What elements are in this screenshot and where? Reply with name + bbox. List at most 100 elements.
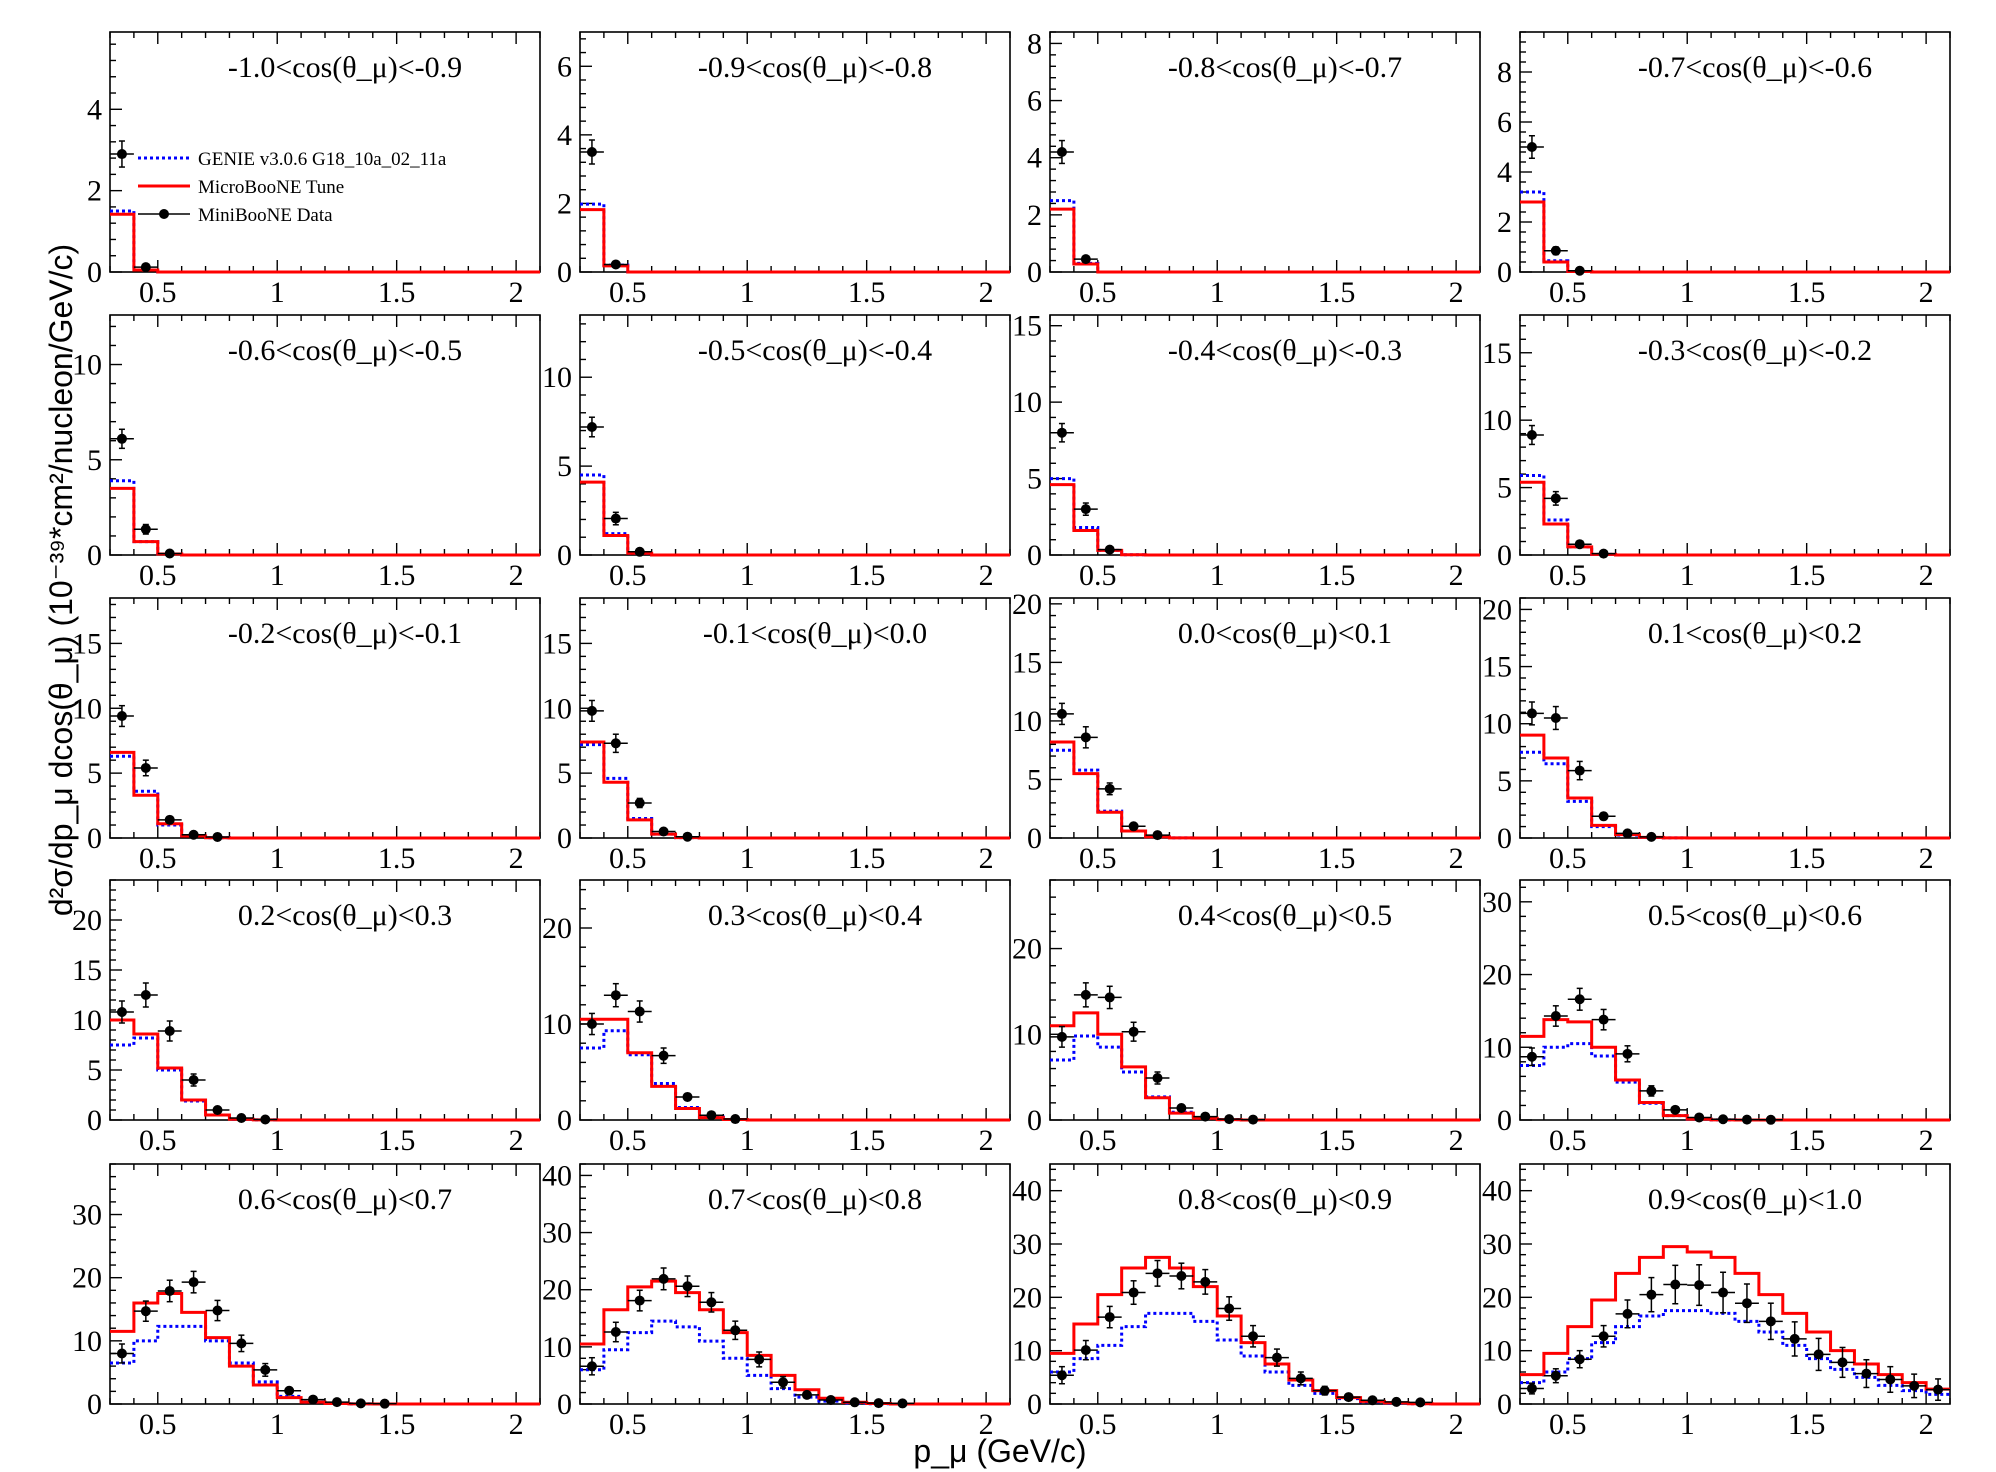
- y-tick-label: 30: [542, 1217, 572, 1250]
- x-axis-label: p_μ (GeV/c): [913, 1433, 1086, 1469]
- x-tick-label: 2: [509, 559, 524, 592]
- panel-title: -0.6<cos(θ_μ)<-0.5: [228, 334, 462, 367]
- data-point: [1902, 1373, 1927, 1399]
- y-tick-label: 20: [1482, 959, 1512, 992]
- data-point: [866, 1398, 891, 1409]
- data-point: [110, 1343, 134, 1364]
- x-tick-label: 1.5: [378, 842, 416, 875]
- tune-histogram: [580, 480, 1010, 557]
- y-tick-label: 0: [1027, 822, 1042, 855]
- y-tick-label: 0: [1027, 1104, 1042, 1137]
- data-point: [675, 831, 700, 842]
- data-point: [580, 699, 604, 722]
- data-point: [301, 1394, 325, 1405]
- x-tick-label: 0.5: [609, 1408, 647, 1441]
- data-point: [1145, 1071, 1170, 1085]
- x-tick-label: 2: [1919, 276, 1934, 309]
- data-point: [1121, 1280, 1146, 1306]
- panel-title: -1.0<cos(θ_μ)<-0.9: [228, 51, 462, 84]
- data-point: [1073, 982, 1098, 1008]
- panel-title: 0.9<cos(θ_μ)<1.0: [1648, 1183, 1862, 1216]
- data-point: [1543, 1005, 1568, 1027]
- data-point: [1241, 1114, 1265, 1125]
- data-point: [1336, 1392, 1361, 1403]
- x-tick-label: 1: [1210, 1124, 1225, 1157]
- x-tick-label: 2: [1449, 559, 1464, 592]
- data-point: [157, 1020, 182, 1042]
- panel-title: -0.3<cos(θ_μ)<-0.2: [1638, 334, 1872, 367]
- data-point: [890, 1398, 915, 1409]
- x-tick-label: 1.5: [1318, 1408, 1356, 1441]
- tune-histogram: [110, 486, 540, 557]
- x-tick-label: 1.5: [378, 1124, 416, 1157]
- data-point: [1265, 1348, 1289, 1367]
- data-point: [133, 982, 158, 1008]
- data-point: [603, 733, 628, 754]
- x-tick-label: 1: [1210, 842, 1225, 875]
- data-point: [651, 1047, 676, 1065]
- tune-histogram: [1520, 733, 1950, 840]
- x-tick-label: 1: [740, 276, 755, 309]
- x-tick-label: 2: [1919, 559, 1934, 592]
- panel-title: 0.2<cos(θ_μ)<0.3: [238, 899, 452, 932]
- y-tick-label: 20: [72, 904, 102, 937]
- y-tick-label: 0: [557, 1104, 572, 1137]
- genie-histogram: [110, 479, 540, 557]
- y-tick-label: 10: [1012, 386, 1042, 419]
- data-point: [1567, 1349, 1592, 1369]
- data-point: [675, 1275, 700, 1298]
- data-point: [1782, 1321, 1807, 1357]
- y-tick-label: 2: [557, 187, 572, 220]
- data-point: [580, 1012, 604, 1036]
- data-point: [1806, 1337, 1831, 1372]
- data-point: [651, 1267, 676, 1291]
- x-tick-label: 1: [270, 1408, 285, 1441]
- data-point: [157, 548, 182, 559]
- data-point: [133, 1300, 158, 1323]
- y-tick-label: 20: [1482, 1281, 1512, 1314]
- x-tick-label: 2: [509, 1124, 524, 1157]
- y-tick-label: 10: [1012, 1018, 1042, 1051]
- data-point: [818, 1395, 843, 1405]
- y-tick-label: 6: [1497, 106, 1512, 139]
- x-tick-label: 0.5: [139, 276, 177, 309]
- panel-0: 0.5 1 1.5 2 0 2 4 -1.0<cos(θ_μ)<-0.9: [87, 31, 541, 309]
- data-point: [181, 829, 206, 840]
- data-point: [325, 1397, 349, 1408]
- x-tick-label: 0.5: [139, 559, 177, 592]
- x-tick-label: 1.5: [378, 1408, 416, 1441]
- y-tick-label: 8: [1497, 56, 1512, 89]
- data-point: [1615, 828, 1640, 839]
- x-tick-label: 1.5: [848, 1408, 886, 1441]
- tune-histogram: [580, 1017, 1010, 1122]
- x-tick-label: 0.5: [139, 1124, 177, 1157]
- data-point: [229, 1334, 254, 1353]
- data-point: [1145, 1259, 1170, 1287]
- data-point: [1097, 985, 1122, 1010]
- data-point: [1878, 1365, 1903, 1394]
- data-point: [1758, 1114, 1783, 1125]
- data-point: [110, 1000, 134, 1024]
- data-point: [110, 140, 134, 168]
- y-tick-label: 0: [1027, 1388, 1042, 1421]
- x-tick-label: 0.5: [139, 842, 177, 875]
- y-tick-label: 4: [1497, 156, 1512, 189]
- panel-5: 0.5 1 1.5 2 0 5 10 -0.5<cos(θ_μ)<-0.4: [542, 314, 1011, 592]
- x-tick-label: 2: [509, 276, 524, 309]
- y-tick-label: 0: [1497, 1388, 1512, 1421]
- y-tick-label: 0: [1497, 822, 1512, 855]
- x-tick-label: 2: [1449, 1408, 1464, 1441]
- x-tick-label: 0.5: [1079, 276, 1117, 309]
- y-tick-label: 40: [1012, 1175, 1042, 1208]
- x-tick-label: 1.5: [1318, 842, 1356, 875]
- legend-tune-label: MicroBooNE Tune: [198, 177, 344, 198]
- x-tick-label: 1.5: [378, 276, 416, 309]
- data-point: [181, 1270, 206, 1294]
- panel-title: 0.7<cos(θ_μ)<0.8: [708, 1183, 922, 1216]
- data-point: [1591, 548, 1616, 559]
